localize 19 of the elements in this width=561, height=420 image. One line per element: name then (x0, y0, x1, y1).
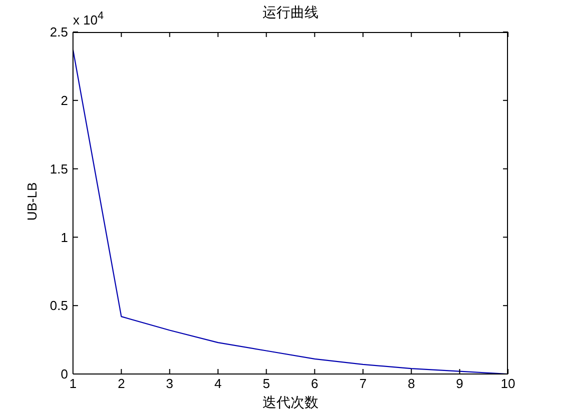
chart-title: 运行曲线 (262, 4, 318, 20)
y-tick-label: 1 (60, 230, 68, 245)
x-tick-label: 7 (359, 376, 367, 392)
x-tick-label: 8 (408, 376, 415, 392)
x-tick-label: 9 (456, 376, 464, 392)
y-tick-label: 2.5 (50, 24, 68, 40)
y-tick-label: 0.5 (50, 298, 68, 314)
x-axis-title: 迭代次数 (262, 394, 320, 412)
y-tick-label: 1.5 (50, 161, 68, 176)
x-tick-label: 6 (311, 376, 318, 392)
x-tick-label: 10 (500, 376, 516, 392)
x-tick-label: 5 (262, 376, 270, 392)
text: x 10$^{4}$ (73, 10, 104, 28)
y-tick-label: 0 (60, 366, 68, 382)
x-tick-label: 3 (166, 376, 174, 392)
y-tick-label: 2 (60, 93, 68, 108)
y-axis-title: UB-LB (24, 181, 40, 223)
x-tick-label: 4 (214, 376, 222, 392)
x-tick-label: 2 (118, 376, 125, 392)
